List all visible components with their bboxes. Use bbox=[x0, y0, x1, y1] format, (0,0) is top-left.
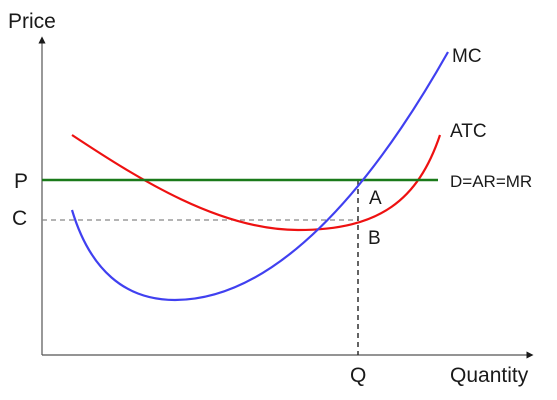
y-axis-label: Price bbox=[8, 10, 56, 33]
quantity-q-label: Q bbox=[350, 364, 366, 387]
price-p-label: P bbox=[14, 170, 28, 193]
mc-curve bbox=[70, 51, 449, 302]
point-a-label: A bbox=[369, 188, 382, 209]
demand-label: D=AR=MR bbox=[450, 172, 532, 191]
atc-curve bbox=[71, 134, 442, 232]
atc-label: ATC bbox=[450, 121, 487, 142]
x-axis-label: Quantity bbox=[450, 364, 529, 387]
point-b-label: B bbox=[368, 228, 381, 249]
cost-c-label: C bbox=[12, 207, 27, 230]
mc-label: MC bbox=[452, 46, 482, 67]
